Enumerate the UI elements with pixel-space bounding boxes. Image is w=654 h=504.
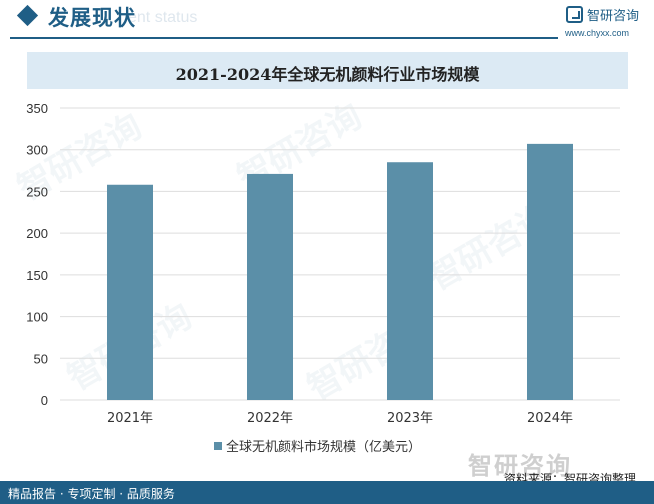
bar xyxy=(527,143,573,401)
bar xyxy=(387,162,433,400)
y-tick-label: 300 xyxy=(26,143,48,158)
x-tick-label: 2021年 xyxy=(107,411,153,426)
y-tick-label: 350 xyxy=(26,101,48,116)
y-tick-label: 0 xyxy=(41,393,48,408)
bar-chart: 0 50 100 150 200 250 300 350 2021年 2022年 2023年 2024… xyxy=(26,101,620,426)
footer-band: 精品报告 · 专项定制 · 品质服务 xyxy=(0,481,654,504)
y-tick-label: 50 xyxy=(34,351,48,366)
header-ghost-text: ent status xyxy=(128,9,198,26)
x-tick-label: 2023年 xyxy=(387,411,433,426)
bar xyxy=(107,184,153,400)
legend-label: 全球无机颜料市场规模（亿美元） xyxy=(226,440,422,455)
chart-legend: 全球无机颜料市场规模（亿美元） xyxy=(214,436,421,455)
logo-icon xyxy=(566,6,583,23)
logo-text: 智研咨询 xyxy=(587,9,640,24)
y-tick-label: 250 xyxy=(26,184,48,199)
chart-title-band: 2021-2024年全球无机颜料行业市场规模 xyxy=(27,52,628,89)
section-title: 发展现状 xyxy=(48,6,136,30)
header-divider xyxy=(10,37,558,39)
logo-url: www.chyxx.com xyxy=(565,28,630,38)
y-tick-label: 200 xyxy=(26,226,48,241)
x-tick-label: 2022年 xyxy=(247,411,293,426)
source-logo: 智研咨询 xyxy=(468,452,572,480)
footer-text: 精品报告 · 专项定制 · 品质服务 xyxy=(8,487,175,501)
bar xyxy=(247,173,293,400)
y-tick-label: 150 xyxy=(26,268,48,283)
y-tick-label: 100 xyxy=(26,310,48,325)
chart-title: 2021-2024年全球无机颜料行业市场规模 xyxy=(175,65,480,84)
x-tick-label: 2024年 xyxy=(527,411,573,426)
legend-swatch xyxy=(214,442,222,450)
page-header: ent status 发展现状 智研咨询 www.chyxx.com xyxy=(0,0,654,40)
